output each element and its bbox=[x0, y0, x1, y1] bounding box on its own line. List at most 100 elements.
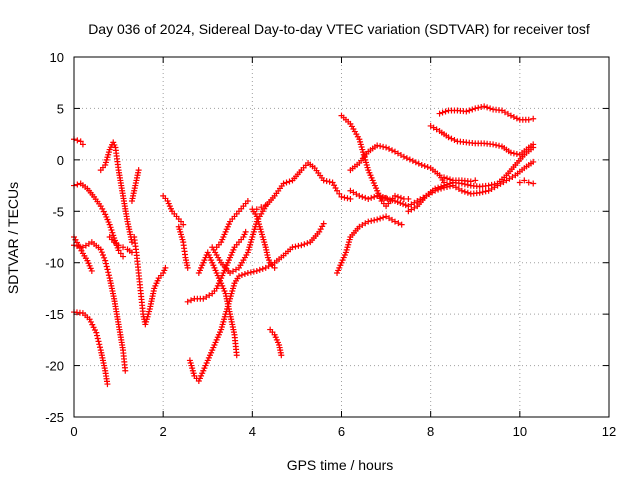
track-marker bbox=[115, 164, 122, 171]
track-marker bbox=[221, 231, 228, 238]
y-tick-label: 5 bbox=[57, 101, 64, 116]
track-marker bbox=[110, 232, 117, 239]
track-marker bbox=[373, 185, 380, 192]
track-marker bbox=[359, 193, 366, 200]
y-tick-label: 0 bbox=[57, 153, 64, 168]
track-marker bbox=[380, 214, 387, 221]
track-marker bbox=[286, 178, 293, 185]
track-marker bbox=[292, 243, 299, 250]
track-marker bbox=[314, 230, 321, 237]
track-marker bbox=[84, 314, 91, 321]
track-marker bbox=[421, 163, 428, 170]
track-marker bbox=[119, 344, 126, 351]
track-marker bbox=[215, 241, 222, 248]
track-marker bbox=[371, 217, 378, 224]
track-marker bbox=[91, 326, 98, 333]
track-marker bbox=[522, 116, 529, 123]
track-marker bbox=[225, 221, 232, 228]
track-marker bbox=[238, 205, 245, 212]
track-marker bbox=[146, 308, 153, 315]
track-marker bbox=[433, 126, 440, 133]
track-marker bbox=[435, 186, 442, 193]
data-series bbox=[267, 326, 285, 359]
data-point bbox=[441, 184, 448, 191]
track-marker bbox=[199, 370, 206, 377]
data-point bbox=[329, 179, 336, 186]
track-marker bbox=[259, 265, 266, 272]
track-marker bbox=[448, 135, 455, 142]
track-marker bbox=[304, 240, 311, 247]
x-tick-label: 6 bbox=[338, 424, 345, 439]
track-marker bbox=[90, 324, 97, 331]
track-marker bbox=[411, 199, 418, 206]
track-marker bbox=[221, 313, 228, 320]
track-marker bbox=[232, 266, 239, 273]
track-marker bbox=[421, 194, 428, 201]
data-point bbox=[102, 257, 109, 264]
track-marker bbox=[99, 252, 106, 258]
track-marker bbox=[341, 194, 348, 201]
track-marker bbox=[103, 263, 110, 270]
track-marker bbox=[513, 115, 520, 122]
data-series bbox=[186, 220, 327, 384]
track-marker bbox=[107, 224, 114, 231]
track-marker bbox=[99, 205, 106, 212]
track-marker bbox=[132, 246, 139, 253]
track-marker bbox=[460, 108, 467, 115]
x-tick-label: 10 bbox=[513, 424, 527, 439]
data-series bbox=[253, 202, 269, 213]
track-marker bbox=[482, 182, 489, 189]
track-marker bbox=[238, 272, 245, 279]
data-point bbox=[93, 329, 100, 336]
track-marker bbox=[451, 136, 458, 143]
y-tick-label: -25 bbox=[45, 410, 64, 425]
data-point bbox=[180, 221, 187, 228]
track-marker bbox=[363, 150, 370, 157]
track-marker bbox=[332, 184, 339, 191]
track-marker bbox=[110, 293, 117, 300]
data-point bbox=[320, 220, 327, 227]
track-marker bbox=[211, 288, 218, 294]
track-marker bbox=[326, 178, 333, 185]
data-point bbox=[436, 110, 443, 117]
track-marker bbox=[74, 137, 81, 144]
track-marker bbox=[469, 106, 476, 113]
x-axis-label: GPS time / hours bbox=[287, 457, 394, 473]
track-marker bbox=[371, 193, 378, 200]
track-marker bbox=[243, 252, 250, 258]
track-marker bbox=[473, 190, 480, 197]
track-marker bbox=[199, 262, 206, 269]
track-marker bbox=[108, 227, 115, 234]
track-marker bbox=[230, 246, 237, 253]
track-marker bbox=[105, 272, 112, 279]
track-marker bbox=[397, 194, 404, 201]
track-marker bbox=[296, 169, 303, 176]
data-point bbox=[120, 253, 127, 260]
track-marker bbox=[513, 151, 520, 158]
track-marker bbox=[103, 378, 110, 385]
track-marker bbox=[412, 159, 419, 166]
track-marker bbox=[354, 133, 361, 140]
data-point bbox=[525, 179, 532, 186]
track-marker bbox=[233, 241, 240, 248]
track-marker bbox=[76, 309, 83, 316]
data-series bbox=[334, 213, 405, 276]
track-marker bbox=[475, 104, 482, 111]
track-marker bbox=[76, 243, 83, 250]
track-marker bbox=[206, 292, 213, 299]
track-marker bbox=[104, 266, 111, 273]
track-marker bbox=[331, 182, 338, 189]
track-marker bbox=[233, 210, 240, 217]
data-point bbox=[530, 180, 537, 187]
data-series bbox=[347, 142, 448, 186]
track-marker bbox=[484, 104, 491, 111]
data-point bbox=[383, 144, 390, 151]
track-marker bbox=[439, 109, 446, 116]
data-point bbox=[120, 244, 127, 251]
track-marker bbox=[527, 160, 534, 167]
track-marker bbox=[105, 219, 112, 226]
track-marker bbox=[157, 272, 164, 279]
track-marker bbox=[394, 199, 401, 206]
track-marker bbox=[460, 139, 467, 146]
